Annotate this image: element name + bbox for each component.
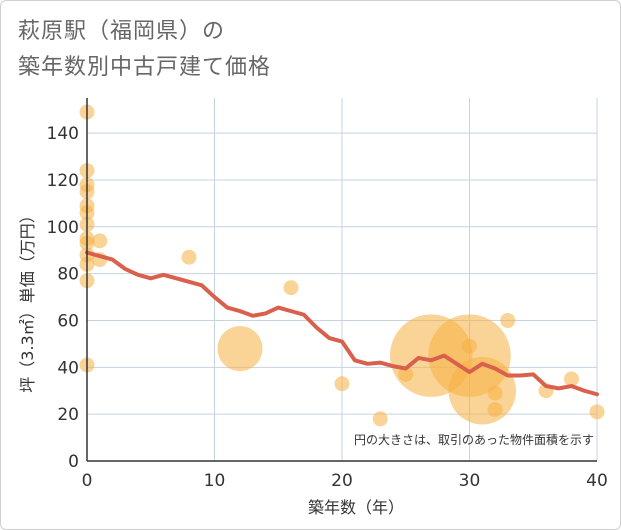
x-tick-label: 20 [331, 471, 353, 491]
y-tick-label: 120 [47, 171, 79, 191]
data-point [564, 371, 579, 387]
chart-title: 萩原駅（福岡県）の 築年数別中古戸建て価格 [18, 14, 271, 86]
data-point [372, 411, 388, 427]
y-tick-label: 140 [47, 124, 79, 144]
data-point [334, 376, 350, 392]
data-point [283, 280, 299, 296]
data-point [589, 404, 605, 420]
x-tick-label: 40 [586, 471, 608, 491]
trend-series [85, 250, 599, 397]
bubble-series [79, 104, 605, 427]
data-point [487, 385, 503, 401]
x-tick-label: 30 [459, 471, 481, 491]
data-point [92, 233, 108, 249]
chart-title-line2: 築年数別中古戸建て価格 [18, 55, 272, 80]
data-point [487, 401, 503, 417]
y-tick-label: 80 [57, 265, 79, 285]
chart-title-line1: 萩原駅（福岡県）の [18, 19, 226, 44]
y-tick-label: 60 [57, 311, 79, 331]
y-tick-label: 100 [47, 218, 79, 238]
data-point [462, 338, 477, 354]
x-tick-label: 10 [204, 471, 226, 491]
y-tick-label: 40 [57, 358, 79, 378]
trend-line [85, 250, 599, 397]
chart-note: 円の大きさは、取引のあった物件面積を示す [354, 432, 594, 447]
y-tick-label: 20 [57, 405, 79, 425]
data-point [500, 312, 516, 328]
grid [87, 98, 598, 461]
x-tick-label: 0 [82, 471, 93, 491]
x-axis-label: 築年数（年） [308, 498, 404, 517]
data-point [217, 326, 263, 372]
y-axis-label: 坪（3.3㎡）単価（万円） [18, 207, 37, 392]
data-point [181, 249, 197, 265]
axes: 0 10 20 30 40 0 20 40 60 80 100 120 140 [47, 98, 608, 491]
y-tick-label: 0 [68, 452, 79, 472]
